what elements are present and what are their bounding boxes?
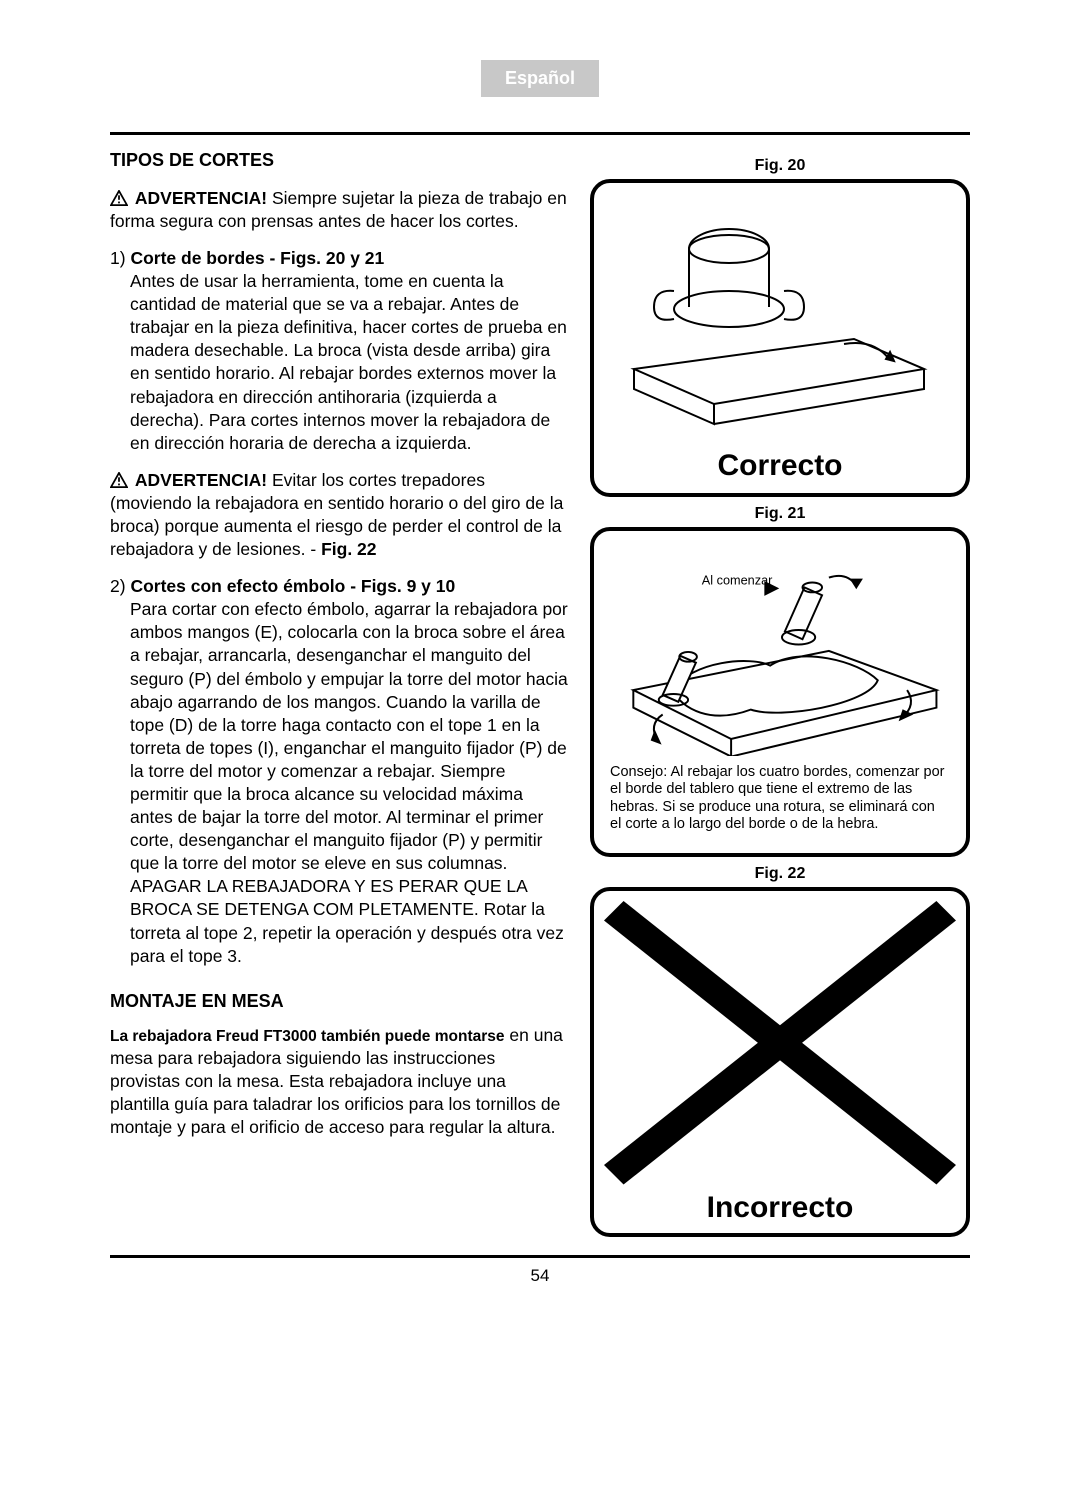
footer-rule [110,1255,970,1258]
fig20-diagram [594,189,966,449]
warning-icon [110,471,128,487]
warning-2-label: ADVERTENCIA! [135,470,267,490]
right-column: Fig. 20 [590,149,970,1237]
warning-2-figref: Fig. 22 [321,539,376,559]
language-tab: Español [481,60,599,97]
section-title-montaje: MONTAJE EN MESA [110,990,568,1014]
figure-21: Al comenzar Consejo: Al rebajar los cuat… [590,527,970,857]
item1-num: 1) [110,248,130,268]
item1-body: Antes de usar la herramienta, tome en cu… [130,271,567,453]
fig21-diagram: Al comenzar [604,541,956,756]
list-item-2: 2) Cortes con efecto émbolo - Figs. 9 y … [110,575,568,968]
page-number: 54 [110,1266,970,1286]
item2-title: Cortes con efecto émbolo - Figs. 9 y 10 [130,576,455,596]
figure-22: Incorrecto [590,887,970,1237]
warning-1-label: ADVERTENCIA! [135,188,267,208]
item1-title: Corte de bordes - Figs. 20 y 21 [130,248,384,268]
item2-body: Para cortar con efecto émbolo, agarrar l… [130,599,568,965]
left-column: TIPOS DE CORTES ADVERTENCIA! Siempre suj… [110,149,568,1237]
fig21-label: Fig. 21 [590,505,970,523]
warning-1: ADVERTENCIA! Siempre sujetar la pieza de… [110,187,568,233]
item2-num: 2) [110,576,130,596]
mounting-paragraph: La rebajadora Freud FT3000 también puede… [110,1024,568,1140]
fig21-tip: Consejo: Al rebajar los cuatro bordes, c… [604,764,956,840]
mount-lead: La rebajadora Freud FT3000 también puede… [110,1028,505,1045]
warning-2: ADVERTENCIA! Evitar los cortes trepadore… [110,469,568,561]
warning-icon [110,189,128,205]
page-body: TIPOS DE CORTES ADVERTENCIA! Siempre suj… [110,132,970,1286]
section-title-tipos: TIPOS DE CORTES [110,149,568,173]
fig21-start-text: Al comenzar [702,572,773,587]
fig22-label: Fig. 22 [590,865,970,883]
fig22-caption: Incorrecto [594,1191,966,1225]
fig22-x-icon [604,901,956,1185]
fig20-label: Fig. 20 [590,157,970,175]
list-item-1: 1) Corte de bordes - Figs. 20 y 21 Antes… [110,247,568,455]
figure-20: Correcto [590,179,970,497]
fig20-caption: Correcto [594,449,966,483]
